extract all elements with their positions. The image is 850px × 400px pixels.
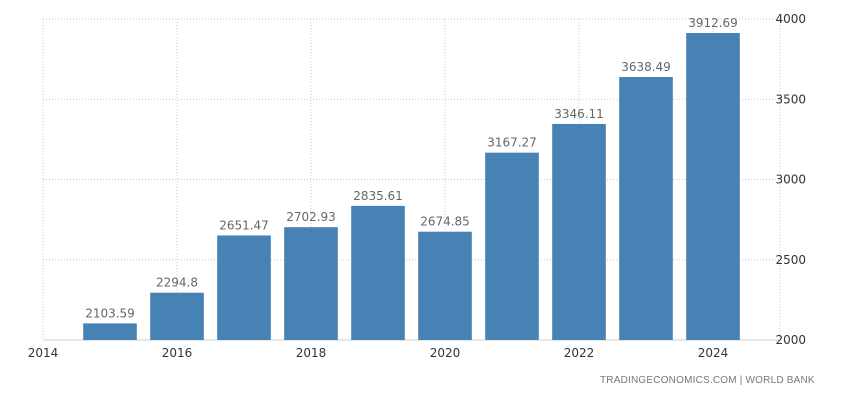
bar-2022 [552,123,606,341]
data-label-2024: 3912.69 [688,16,738,30]
data-label-2018: 2702.93 [286,210,336,224]
y-tick-label: 3500 [775,92,806,106]
bar-2020 [418,231,472,340]
data-label-2019: 2835.61 [353,189,403,203]
bar-2021 [485,152,539,340]
data-label-2016: 2294.8 [156,276,198,290]
y-tick-label: 2500 [775,253,806,267]
source-credit: TRADINGECONOMICS.COM | WORLD BANK [600,375,815,386]
data-label-2022: 3346.11 [554,107,604,121]
x-tick-label: 2014 [28,346,59,360]
bar-2018 [284,227,338,340]
x-tick-label: 2022 [564,346,595,360]
y-axis-ticks: 2000 2500 3000 3500 4000 [775,12,806,347]
x-axis-ticks: 2014 2016 2018 2020 2022 2024 [28,346,729,360]
x-tick-label: 2016 [162,346,193,360]
data-label-2017: 2651.47 [219,218,269,232]
data-label-2021: 3167.27 [487,136,537,150]
x-tick-label: 2024 [698,346,729,360]
bar-2016 [150,292,204,340]
data-label-2023: 3638.49 [621,60,671,74]
bar-2015 [83,323,137,340]
data-label-2020: 2674.85 [420,215,470,229]
data-label-2015: 2103.59 [85,306,135,320]
y-tick-label: 3000 [775,173,806,187]
y-tick-label: 4000 [775,12,806,26]
data-labels: 2103.59 2294.8 2651.47 2702.93 2835.61 2674.8… [85,16,738,320]
bar-2024 [686,33,740,341]
bar-2019 [351,205,405,340]
y-tick-label: 2000 [775,333,806,347]
bar-2017 [217,235,271,340]
bar-2023 [619,77,673,341]
bars [83,33,740,341]
x-tick-label: 2018 [296,346,327,360]
x-tick-label: 2020 [430,346,461,360]
